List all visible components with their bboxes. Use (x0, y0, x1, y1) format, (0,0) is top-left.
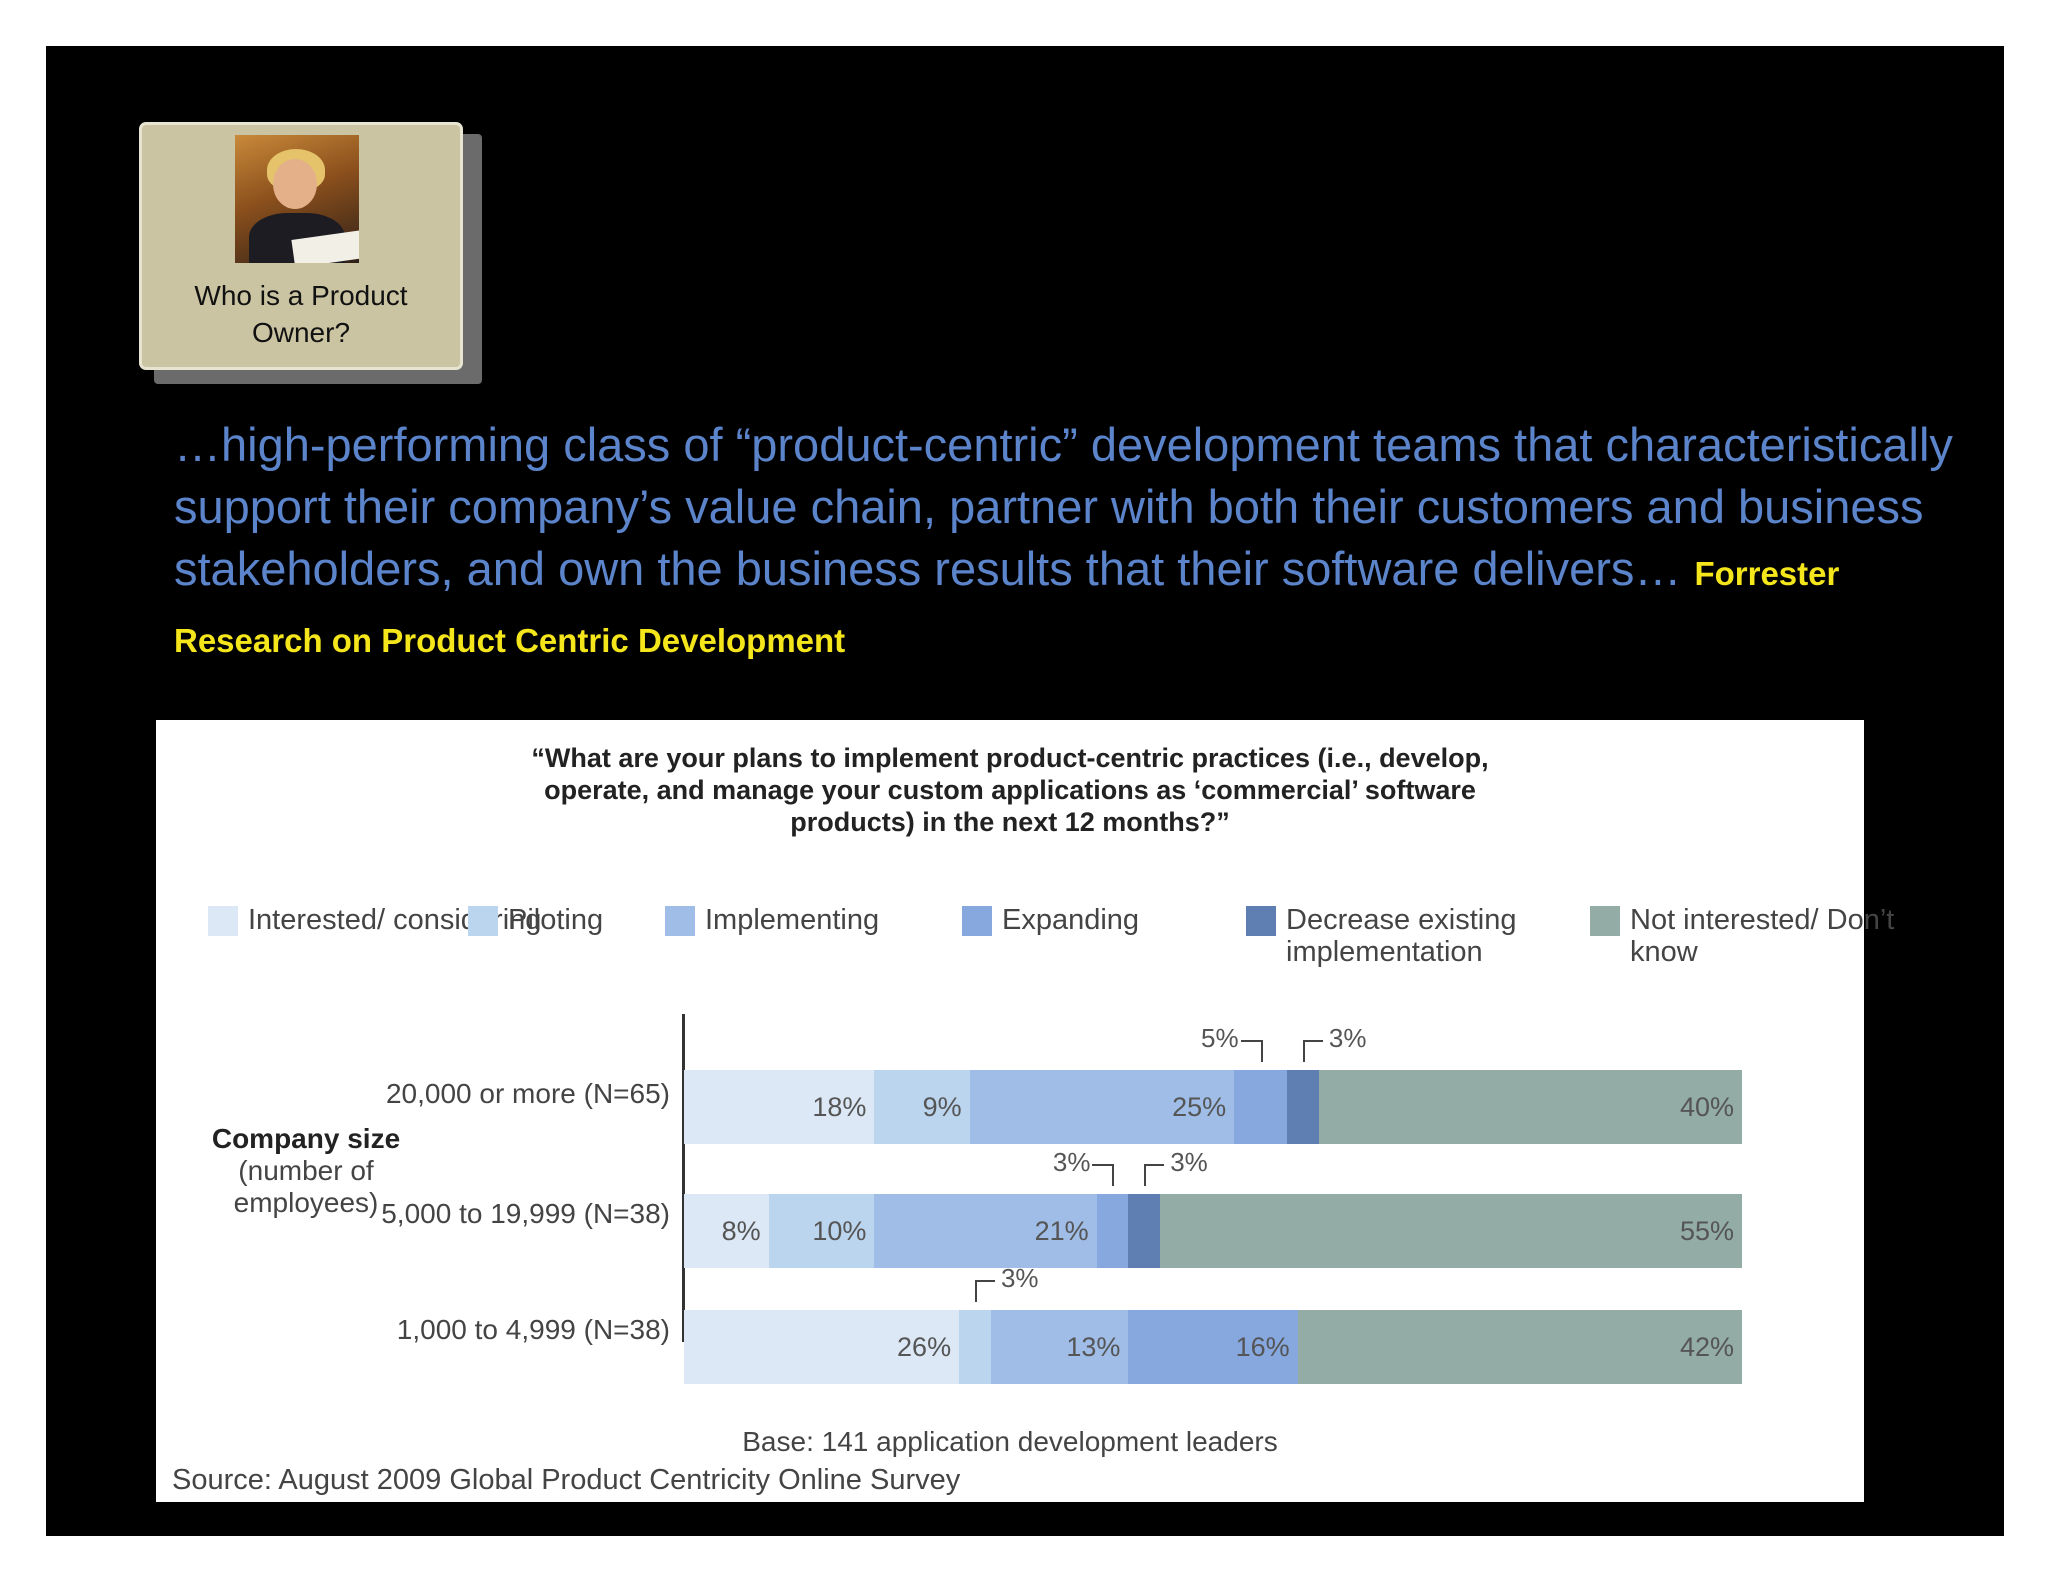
group-label-subtitle: (number of employees) (233, 1155, 379, 1218)
legend-swatch (1590, 906, 1620, 936)
callout-line (1144, 1164, 1147, 1186)
bar-segment (959, 1310, 991, 1384)
callout-label: 3% (1000, 1263, 1039, 1293)
row-label: 5,000 to 19,999 (N=38) (381, 1198, 670, 1229)
legend-swatch (665, 906, 695, 936)
row-label: 1,000 to 4,999 (N=38) (396, 1314, 670, 1345)
callout-label: 5% (1201, 1023, 1239, 1053)
legend-label: Decrease existing implementation (1286, 904, 1517, 968)
data-label: 18% (812, 1092, 867, 1122)
legend-label: Not interested/ Don’t know (1630, 904, 1895, 968)
legend-swatch (468, 906, 498, 936)
legend-label: Implementing (705, 904, 880, 936)
card-label: Who is a Product Owner? (194, 280, 408, 348)
data-label: 16% (1235, 1332, 1290, 1362)
base-note: Base: 141 application development leader… (742, 1426, 1278, 1457)
data-label: 13% (1066, 1332, 1121, 1362)
data-label: 8% (721, 1216, 761, 1246)
bar-segment (1287, 1070, 1319, 1144)
bar-segment (1096, 1194, 1129, 1268)
data-label: 25% (1172, 1092, 1227, 1122)
legend-label: Interested/ considering (248, 904, 542, 936)
bar-segment (684, 1194, 769, 1268)
bar-segment (684, 1310, 960, 1384)
data-label: 9% (922, 1092, 962, 1122)
callout-line (974, 1280, 977, 1302)
bar-segment (1128, 1194, 1161, 1268)
callout-line (1302, 1040, 1323, 1042)
chart-title: “What are your plans to implement produc… (156, 742, 1864, 838)
data-label: 55% (1679, 1216, 1734, 1246)
bar-segment (1318, 1070, 1742, 1144)
axis-line (682, 1014, 685, 1342)
data-label: 42% (1679, 1332, 1734, 1362)
legend-label: Expanding (1002, 904, 1140, 936)
callout-line (1240, 1040, 1261, 1042)
callout-line (974, 1280, 995, 1282)
callout-line (1302, 1040, 1305, 1062)
bar-segment (684, 1070, 875, 1144)
legend-swatch (208, 906, 238, 936)
quote: …high-performing class of “product-centr… (174, 414, 1974, 672)
chart-title-text: “What are your plans to implement produc… (531, 743, 1489, 837)
callout-line (1144, 1164, 1165, 1166)
bar-segment (1160, 1194, 1742, 1268)
callout-label: 3% (1328, 1023, 1367, 1053)
row-label: 20,000 or more (N=65) (385, 1078, 670, 1109)
group-label-title: Company size (211, 1123, 401, 1154)
legend-label: Piloting (508, 904, 604, 936)
product-owner-card[interactable]: Who is a Product Owner? (139, 122, 463, 370)
callout-line (1092, 1164, 1113, 1166)
group-label: Company size (number of employees) (186, 1123, 426, 1219)
callout-line (1112, 1164, 1115, 1186)
bar-segment (1234, 1070, 1288, 1144)
bar-segment (969, 1070, 1235, 1144)
data-label: 40% (1679, 1092, 1734, 1122)
bar-segment (1128, 1310, 1298, 1384)
source-note: Source: August 2009 Global Product Centr… (172, 1464, 961, 1496)
data-label: 26% (897, 1332, 952, 1362)
callout-label: 3% (1170, 1147, 1208, 1177)
bar-segment (1297, 1310, 1742, 1384)
bar-segment (990, 1310, 1129, 1384)
legend-swatch (1246, 906, 1276, 936)
quote-source: Forrester Research on Product Centric De… (174, 555, 1840, 659)
slide: Who is a Product Owner? …high-performing… (46, 46, 2004, 1536)
data-label: 10% (812, 1216, 867, 1246)
quote-text: …high-performing class of “product-centr… (174, 418, 1953, 595)
legend-swatch (962, 906, 992, 936)
callout-line (1260, 1040, 1263, 1062)
bar-segment (874, 1070, 970, 1144)
bar-segment (768, 1194, 875, 1268)
bar-segment (874, 1194, 1097, 1268)
callout-label: 3% (1052, 1147, 1091, 1177)
product-owner-photo (235, 135, 359, 263)
data-label: 21% (1034, 1216, 1089, 1246)
chart-panel: “What are your plans to implement produc… (156, 720, 1894, 1502)
